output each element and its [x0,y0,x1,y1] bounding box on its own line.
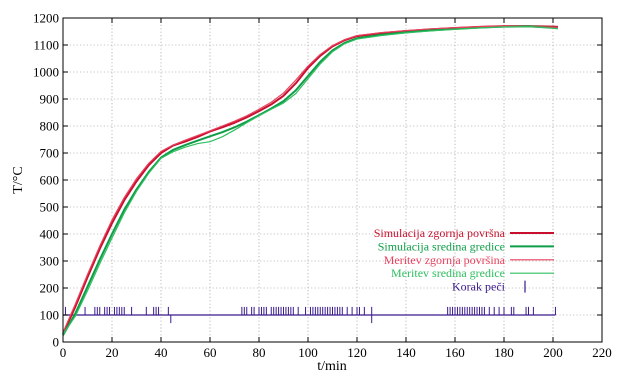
legend-label: Simulacija sredina gredice [378,239,505,253]
x-axis-title: t/min [317,359,347,372]
y-axis-title: T/°C [11,166,26,193]
series-lines [62,25,559,336]
x-tick-label: 100 [298,345,318,360]
legend-label: Korak peči [452,280,506,294]
y-tick-label: 100 [40,308,60,323]
x-tick-label: 180 [494,345,514,360]
y-tick-label: 600 [40,173,60,188]
x-tick-label: 20 [106,345,119,360]
y-tick-label: 700 [40,146,60,161]
y-tick-labels: 0 100 200 300 400 500 600 700 800 900 1000 1100 1200 [33,11,59,350]
x-tick-label: 140 [396,345,416,360]
legend-label: Meritev sredina gredice [391,266,505,280]
y-tick-label: 1100 [33,38,59,53]
series-line-4 [62,26,558,335]
x-tick-label: 200 [543,345,563,360]
y-tick-label: 0 [53,335,60,350]
series-line-3 [62,25,558,333]
y-tick-label: 900 [40,92,60,107]
x-tick-label: 160 [445,345,465,360]
legend-label: Simulacija zgornja površna [374,226,506,240]
y-tick-label: 1000 [33,65,59,80]
x-tick-label: 40 [155,345,168,360]
legend-label: Meritev zgornja površina [384,253,506,267]
x-tick-label: 120 [347,345,367,360]
x-tick-labels: 0 20 40 60 80 100 120 140 160 180 200 220 [60,345,612,360]
y-tick-label: 1200 [33,11,59,26]
x-tick-label: 60 [204,345,217,360]
y-tick-label: 800 [40,119,60,134]
furnace-step-series [63,306,556,324]
axis-ticks [62,17,603,343]
x-tick-label: 0 [60,345,67,360]
x-tick-label: 80 [253,345,266,360]
y-tick-label: 500 [40,200,60,215]
y-tick-label: 200 [40,281,60,296]
y-tick-label: 300 [40,254,60,269]
x-tick-label: 220 [592,345,612,360]
y-tick-label: 400 [40,227,60,242]
